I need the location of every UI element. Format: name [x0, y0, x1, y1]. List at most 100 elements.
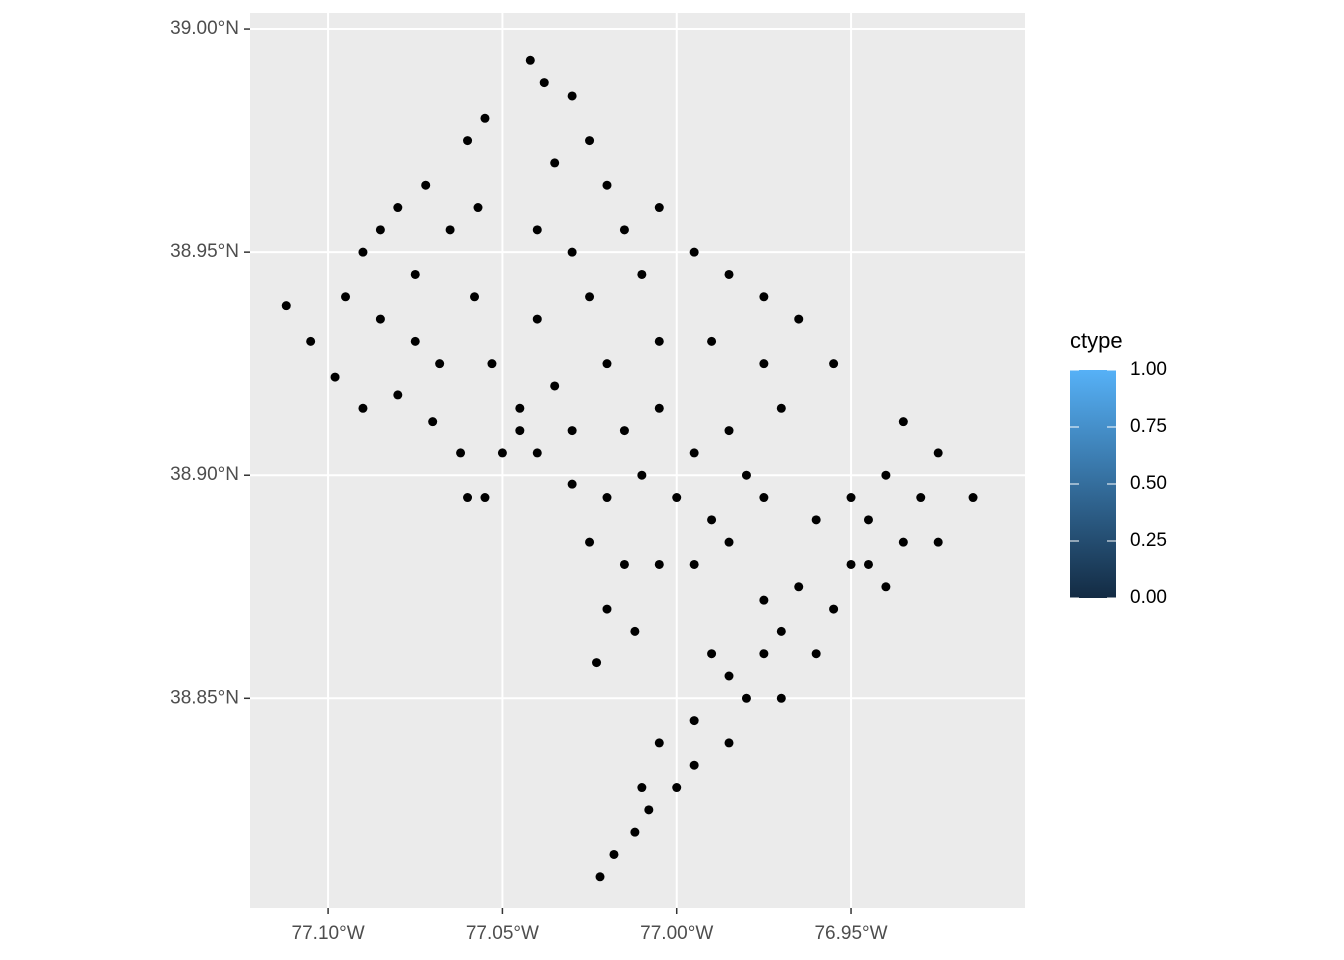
point	[776, 626, 786, 636]
point	[393, 203, 403, 213]
point	[898, 537, 908, 547]
point	[933, 448, 943, 458]
point	[689, 448, 699, 458]
point	[463, 136, 473, 146]
point	[567, 426, 577, 436]
y-tick-label: 38.90°N	[170, 464, 239, 485]
point	[585, 136, 595, 146]
point	[595, 872, 605, 882]
point	[410, 269, 420, 279]
point	[532, 225, 542, 235]
point	[619, 225, 629, 235]
point	[532, 314, 542, 324]
point	[846, 559, 856, 569]
point	[375, 314, 385, 324]
legend-title: ctype	[1070, 328, 1123, 353]
point	[654, 203, 664, 213]
x-tick-label: 77.00°W	[640, 923, 713, 944]
point	[602, 359, 612, 369]
point	[602, 180, 612, 190]
point	[759, 292, 769, 302]
point	[358, 247, 368, 257]
point	[341, 292, 351, 302]
point	[525, 55, 535, 65]
point	[829, 604, 839, 614]
point	[480, 493, 490, 503]
point	[881, 582, 891, 592]
point	[707, 649, 717, 659]
point	[689, 247, 699, 257]
point	[724, 269, 734, 279]
point	[532, 448, 542, 458]
legend-label: 0.00	[1130, 587, 1167, 608]
point	[654, 403, 664, 413]
point	[898, 417, 908, 427]
point	[602, 493, 612, 503]
point	[776, 693, 786, 703]
point	[654, 559, 664, 569]
point	[759, 595, 769, 605]
point	[609, 849, 619, 859]
point	[916, 493, 926, 503]
point	[515, 426, 525, 436]
point	[445, 225, 455, 235]
y-tick-label: 39.00°N	[170, 18, 239, 39]
x-tick-label: 76.95°W	[814, 923, 887, 944]
point	[550, 381, 560, 391]
point	[410, 336, 420, 346]
point	[393, 390, 403, 400]
point	[724, 537, 734, 547]
point	[567, 91, 577, 101]
point	[672, 493, 682, 503]
point	[480, 113, 490, 123]
x-tick-label: 77.05°W	[466, 923, 539, 944]
point	[724, 738, 734, 748]
point	[794, 314, 804, 324]
point	[846, 493, 856, 503]
point	[863, 515, 873, 525]
point	[567, 479, 577, 489]
point	[435, 359, 445, 369]
point	[358, 403, 368, 413]
point	[707, 515, 717, 525]
point	[644, 805, 654, 815]
point	[724, 426, 734, 436]
point	[637, 470, 647, 480]
point	[637, 783, 647, 793]
point	[630, 626, 640, 636]
point	[306, 336, 316, 346]
point	[707, 336, 717, 346]
point	[539, 78, 549, 88]
point	[585, 292, 595, 302]
point	[619, 559, 629, 569]
point	[811, 649, 821, 659]
point	[689, 559, 699, 569]
point	[741, 470, 751, 480]
point	[619, 426, 629, 436]
point	[672, 783, 682, 793]
point	[497, 448, 507, 458]
point	[794, 582, 804, 592]
point	[637, 269, 647, 279]
point	[654, 738, 664, 748]
point	[776, 403, 786, 413]
legend-label: 1.00	[1130, 359, 1167, 380]
point	[881, 470, 891, 480]
point	[829, 359, 839, 369]
y-tick-label: 38.85°N	[170, 687, 239, 708]
legend-label: 0.25	[1130, 530, 1167, 551]
point	[759, 493, 769, 503]
point	[933, 537, 943, 547]
panel-background	[250, 13, 1025, 908]
point	[567, 247, 577, 257]
point	[654, 336, 664, 346]
y-tick-label: 38.95°N	[170, 241, 239, 262]
point	[428, 417, 438, 427]
point	[470, 292, 480, 302]
point	[463, 493, 473, 503]
point	[968, 493, 978, 503]
point	[592, 658, 602, 668]
point	[863, 559, 873, 569]
point	[375, 225, 385, 235]
point	[550, 158, 560, 168]
